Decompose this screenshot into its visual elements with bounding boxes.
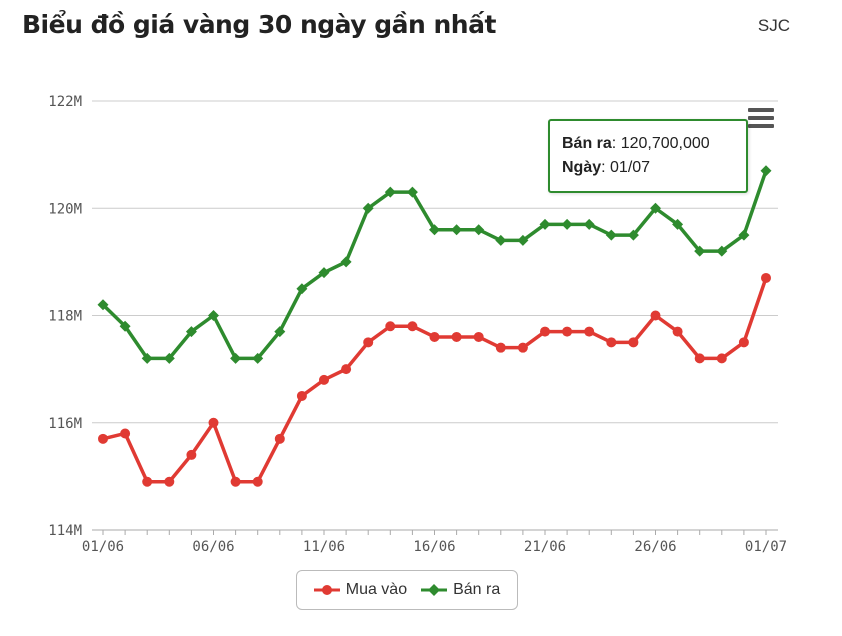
data-point-ban-ra bbox=[296, 283, 308, 295]
data-point-ban-ra bbox=[716, 245, 728, 257]
axis-layer: 114M 116M 118M 120M 122M 01/06 06/06 11/06 16/06… bbox=[48, 94, 787, 555]
data-point-mua-vao bbox=[517, 342, 528, 353]
data-point-mua-vao bbox=[98, 433, 108, 444]
data-point-ban-ra bbox=[473, 224, 485, 236]
data-point-mua-vao bbox=[716, 353, 727, 364]
data-point-mua-vao bbox=[363, 337, 374, 348]
data-point-mua-vao bbox=[473, 331, 484, 342]
data-point-ban-ra bbox=[429, 224, 440, 236]
data-point-ban-ra bbox=[561, 218, 573, 230]
data-point-ban-ra bbox=[274, 326, 286, 338]
data-point-mua-vao bbox=[208, 417, 219, 428]
data-point-mua-vao bbox=[230, 476, 241, 487]
legend-swatch-mua-vao bbox=[313, 585, 340, 595]
data-point-mua-vao bbox=[584, 326, 595, 337]
data-point-mua-vao bbox=[694, 353, 705, 364]
legend-swatch-ban-ra bbox=[421, 584, 448, 596]
data-point-mua-vao bbox=[540, 326, 550, 337]
data-point-ban-ra bbox=[384, 186, 396, 198]
data-point-mua-vao bbox=[562, 326, 573, 337]
data-point-ban-ra bbox=[141, 352, 153, 364]
y-tick-label: 118M bbox=[48, 309, 82, 325]
data-point-ban-ra bbox=[672, 218, 684, 230]
data-point-ban-ra bbox=[605, 229, 617, 241]
data-point-mua-vao bbox=[495, 342, 506, 353]
data-point-mua-vao bbox=[628, 337, 639, 348]
data-point-mua-vao bbox=[120, 428, 131, 439]
data-point-ban-ra bbox=[760, 165, 772, 177]
legend-item-mua-vao[interactable]: Mua vào bbox=[313, 581, 408, 599]
x-tick-label: 16/06 bbox=[413, 539, 455, 555]
x-tick-label: 01/07 bbox=[745, 539, 787, 555]
x-tick-label: 01/06 bbox=[82, 539, 124, 555]
data-point-ban-ra bbox=[318, 267, 330, 279]
data-point-ban-ra bbox=[97, 299, 109, 311]
chart-title: Biểu đồ giá vàng 30 ngày gần nhất bbox=[22, 10, 496, 39]
data-point-mua-vao bbox=[341, 364, 352, 375]
data-point-mua-vao bbox=[429, 331, 440, 342]
tooltip-series-label: Bán ra bbox=[562, 135, 612, 152]
series-line-ban-ra bbox=[101, 170, 768, 361]
data-point-mua-vao bbox=[319, 374, 329, 385]
data-point-mua-vao bbox=[738, 337, 749, 348]
data-point-mua-vao bbox=[296, 390, 307, 401]
tooltip-date: 01/07 bbox=[610, 159, 651, 176]
data-point-ban-ra bbox=[185, 326, 197, 338]
data-point-ban-ra bbox=[362, 202, 374, 214]
data-point-ban-ra bbox=[627, 229, 639, 241]
x-tick-label: 26/06 bbox=[634, 539, 676, 555]
data-point-ban-ra bbox=[230, 352, 242, 364]
chart-tooltip: Bán ra: 120,700,000 Ngày: 01/07 bbox=[548, 119, 748, 193]
legend-label-ban-ra: Bán ra bbox=[453, 581, 501, 598]
chart-legend: Mua vào Bán ra bbox=[296, 570, 518, 610]
brand-label: SJC bbox=[757, 16, 790, 35]
data-point-mua-vao bbox=[761, 272, 771, 283]
series-line-mua-vao bbox=[102, 277, 768, 484]
series-layer bbox=[97, 165, 772, 487]
data-point-ban-ra bbox=[163, 352, 175, 364]
data-point-ban-ra bbox=[495, 234, 507, 246]
x-tick-label: 11/06 bbox=[303, 539, 345, 555]
y-tick-label: 114M bbox=[48, 523, 82, 539]
data-point-mua-vao bbox=[606, 337, 617, 348]
data-point-mua-vao bbox=[164, 476, 175, 487]
data-point-ban-ra bbox=[208, 310, 219, 321]
data-point-ban-ra bbox=[451, 224, 463, 236]
data-point-ban-ra bbox=[694, 245, 706, 257]
data-point-mua-vao bbox=[650, 310, 661, 321]
data-point-mua-vao bbox=[186, 449, 197, 460]
data-point-ban-ra bbox=[539, 218, 551, 230]
tooltip-date-label: Ngày bbox=[562, 159, 602, 176]
data-point-mua-vao bbox=[385, 321, 396, 332]
y-tick-label: 116M bbox=[48, 416, 82, 432]
data-point-ban-ra bbox=[340, 256, 352, 268]
data-point-ban-ra bbox=[583, 218, 595, 230]
y-tick-label: 122M bbox=[48, 94, 82, 110]
data-point-ban-ra bbox=[517, 234, 529, 246]
x-tick-label: 21/06 bbox=[524, 539, 566, 555]
data-point-mua-vao bbox=[451, 331, 462, 342]
data-point-ban-ra bbox=[650, 202, 661, 214]
legend-label-mua-vao: Mua vào bbox=[345, 581, 408, 598]
hamburger-menu-icon[interactable] bbox=[748, 108, 774, 130]
legend-item-ban-ra[interactable]: Bán ra bbox=[421, 581, 500, 599]
data-point-ban-ra bbox=[738, 229, 750, 241]
tooltip-value: 120,700,000 bbox=[620, 135, 710, 152]
x-tick-label: 06/06 bbox=[192, 539, 234, 555]
y-tick-label: 120M bbox=[48, 201, 82, 217]
data-point-mua-vao bbox=[672, 326, 683, 337]
data-point-mua-vao bbox=[142, 476, 153, 487]
data-point-ban-ra bbox=[406, 186, 418, 198]
data-point-mua-vao bbox=[274, 433, 285, 444]
data-point-ban-ra bbox=[252, 352, 264, 364]
data-point-mua-vao bbox=[252, 476, 263, 487]
data-point-mua-vao bbox=[407, 321, 418, 332]
data-point-ban-ra bbox=[119, 320, 131, 332]
